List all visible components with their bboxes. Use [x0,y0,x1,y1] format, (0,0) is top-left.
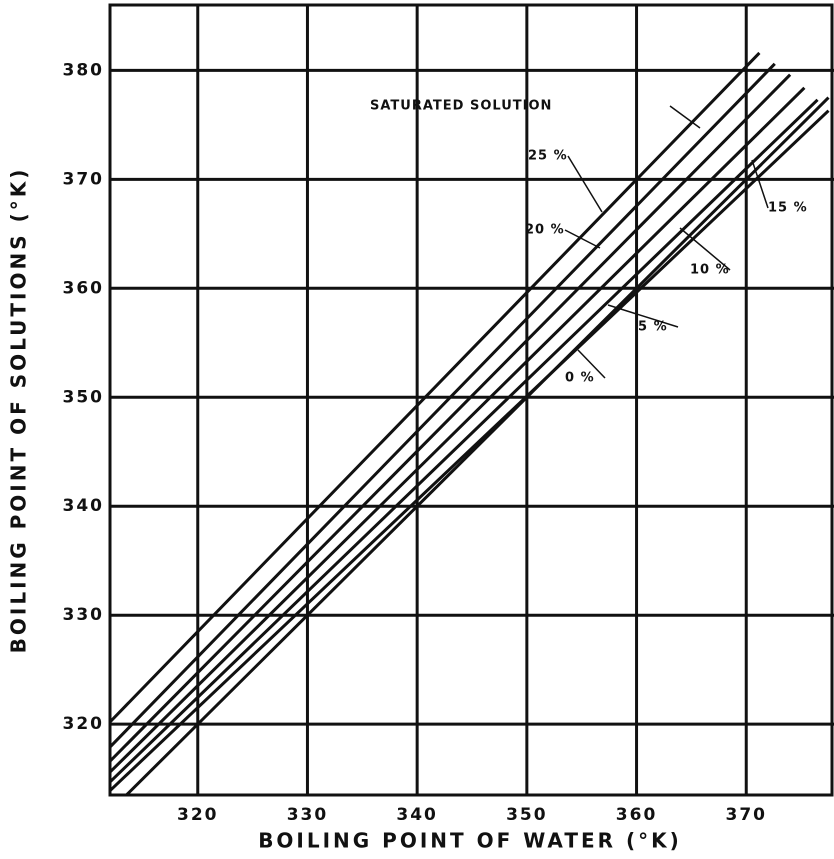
series-line [110,88,804,772]
series-line [110,75,790,761]
x-axis-label: BOILING POINT OF WATER (°K) [258,829,682,853]
series-label: 25 % [528,149,568,164]
series-group [110,53,829,795]
y-tick-label: 340 [63,496,105,516]
x-tick-label: 330 [287,805,329,825]
x-tick-label: 320 [177,805,219,825]
y-tick-label: 320 [63,714,105,734]
series-label: SATURATED SOLUTION [370,99,552,114]
series-label: 15 % [768,201,808,216]
x-tick-label: 360 [616,805,658,825]
series-label: 20 % [525,223,565,238]
leader-line [565,230,600,248]
series-line [110,53,759,722]
series-line [126,98,828,795]
x-tick-label: 370 [725,805,767,825]
y-tick-label: 350 [63,387,105,407]
leader-line [568,156,602,212]
y-tick-label: 380 [63,60,105,80]
x-tick-label: 350 [506,805,548,825]
series-line [110,64,775,747]
y-axis-label: BOILING POINT OF SOLUTIONS (°K) [7,167,31,654]
series-line [110,111,829,791]
y-tick-label: 360 [63,278,105,298]
x-tick-label: 340 [396,805,438,825]
y-tick-label: 330 [63,605,105,625]
series-label: 0 % [565,371,595,386]
chart: BOILING POINT OF WATER (°K) BOILING POIN… [0,0,834,859]
series-line [110,100,818,782]
y-tick-label: 370 [63,169,105,189]
